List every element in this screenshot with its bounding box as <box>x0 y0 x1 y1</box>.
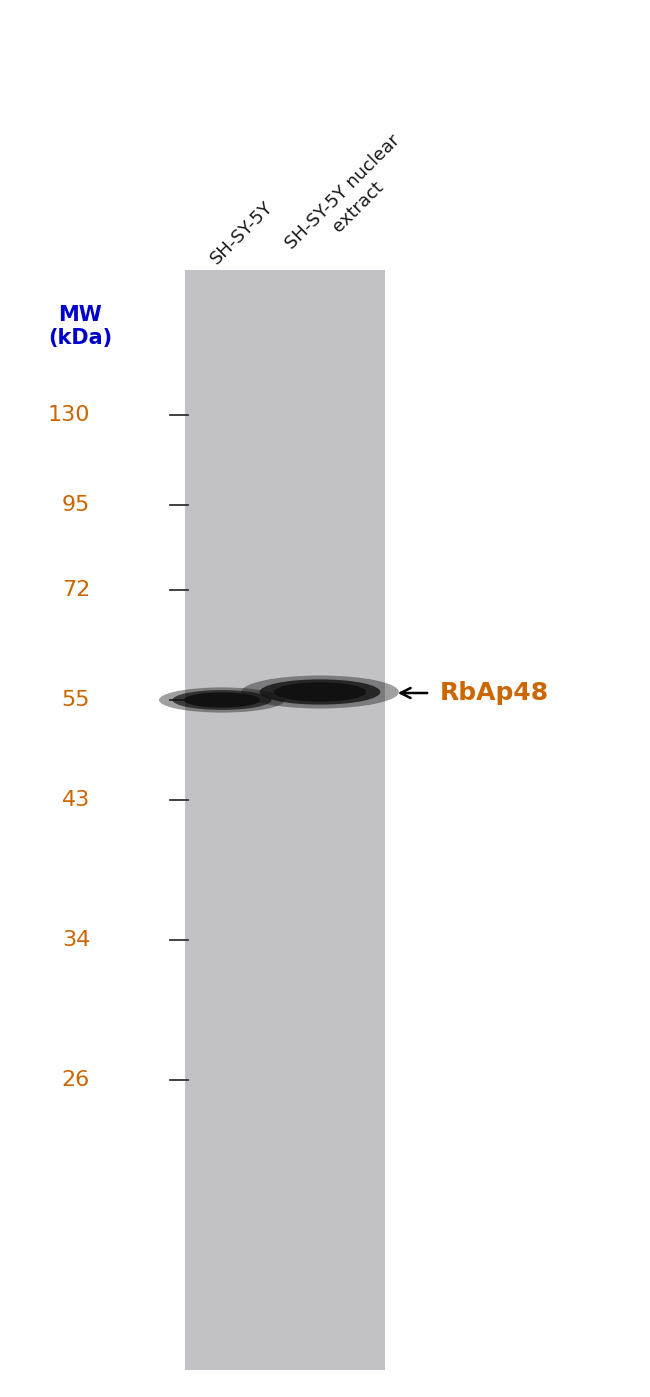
Text: 43: 43 <box>62 789 90 810</box>
Text: SH-SY-5Y: SH-SY-5Y <box>207 198 277 268</box>
Ellipse shape <box>274 682 366 701</box>
Ellipse shape <box>259 679 380 704</box>
Text: 34: 34 <box>62 930 90 950</box>
Text: RbAp48: RbAp48 <box>440 680 549 705</box>
Text: MW
(kDa): MW (kDa) <box>48 305 112 348</box>
Text: SH-SY-5Y nuclear
extract: SH-SY-5Y nuclear extract <box>283 131 419 268</box>
Ellipse shape <box>241 676 398 708</box>
Text: 72: 72 <box>62 580 90 599</box>
Bar <box>185 270 385 1370</box>
Ellipse shape <box>172 690 272 710</box>
Text: 26: 26 <box>62 1070 90 1090</box>
Text: 95: 95 <box>62 495 90 515</box>
Ellipse shape <box>184 693 260 708</box>
Ellipse shape <box>159 687 285 712</box>
Text: 130: 130 <box>47 405 90 425</box>
Text: 55: 55 <box>62 690 90 710</box>
